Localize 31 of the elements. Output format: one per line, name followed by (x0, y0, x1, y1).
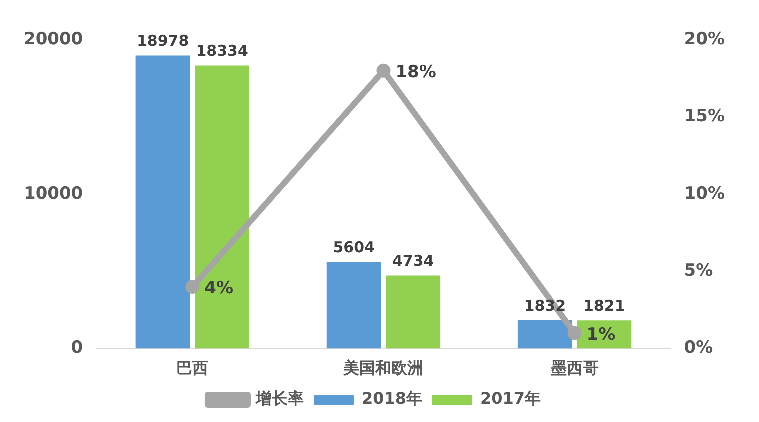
y2-tick-label: 20% (684, 29, 726, 50)
data-label: 4% (204, 278, 234, 298)
x-tick-label: 墨西哥 (550, 358, 599, 378)
data-label: 1832 (524, 296, 566, 315)
data-label: 5604 (333, 238, 375, 257)
y2-tick-label: 0% (684, 338, 714, 358)
bar (136, 56, 190, 349)
bar (326, 262, 382, 349)
data-label: 18% (396, 62, 436, 82)
legend-label: 增长率 (254, 389, 304, 408)
bar (386, 276, 441, 349)
x-tick-label: 巴西 (176, 358, 209, 378)
bar (518, 320, 572, 349)
data-label: 1821 (584, 297, 626, 316)
y-tick-label: 20000 (24, 29, 84, 50)
legend-label: 2017年 (480, 389, 542, 408)
x-tick-label: 美国和欧洲 (342, 358, 424, 378)
data-label: 4734 (392, 252, 434, 270)
y2-tick-label: 10% (684, 184, 726, 204)
data-label: 18978 (136, 32, 190, 50)
bar (195, 66, 250, 349)
data-label: 1% (586, 324, 616, 345)
y-tick-label: 0 (71, 338, 84, 358)
y2-tick-label: 5% (684, 261, 714, 282)
y2-tick-label: 15% (684, 106, 726, 127)
data-label: 18334 (196, 42, 248, 60)
point (376, 64, 391, 78)
y-tick-label: 10000 (24, 184, 84, 204)
legend-label: 2018年 (362, 389, 422, 408)
point (568, 326, 582, 340)
point (186, 280, 200, 294)
